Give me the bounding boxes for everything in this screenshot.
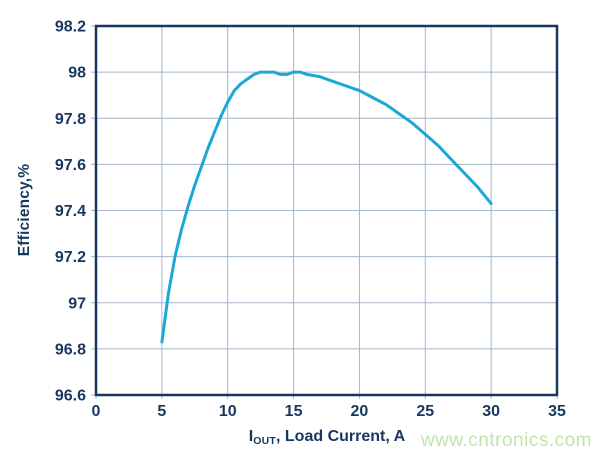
x-tick-label: 5 [157,403,166,420]
y-tick-label: 97 [68,295,86,312]
y-tick-label: 96.8 [55,341,86,358]
plot-frame [94,24,559,397]
y-tick-label: 97.8 [55,111,86,128]
series-lines [160,70,493,344]
x-tick-label: 30 [482,403,500,420]
y-tick-label: 96.6 [55,388,86,405]
y-tick-label: 98.2 [55,19,86,36]
grid-lines [95,25,558,396]
x-tick-label: 10 [219,403,237,420]
x-tick-label: 35 [548,403,566,420]
x-tick-label: 25 [416,403,434,420]
tick-labels: 0 5 10 15 20 25 30 35 96.6 96.8 97 97.2 97.4 97.6 97.8… [55,19,566,421]
x-axis-title: IOUT, Load Current, A [248,428,406,447]
x-axis-title-symbol: I [248,428,254,445]
y-tick-label: 97.4 [55,203,86,220]
x-tick-label: 20 [351,403,369,420]
y-tick-label: 97.2 [55,249,86,266]
x-tick-label: 15 [285,403,303,420]
efficiency-curve [160,70,493,344]
x-axis-title-subscript: OUT [253,435,277,447]
x-axis-title-rest: , Load Current, A [276,428,406,445]
y-tick-label: 98 [68,65,86,82]
watermark: www.cntronics.com [420,430,592,451]
y-tick-label: 97.6 [55,157,86,174]
x-tick-label: 0 [92,403,101,420]
y-axis-title: Efficiency,% [16,163,33,257]
